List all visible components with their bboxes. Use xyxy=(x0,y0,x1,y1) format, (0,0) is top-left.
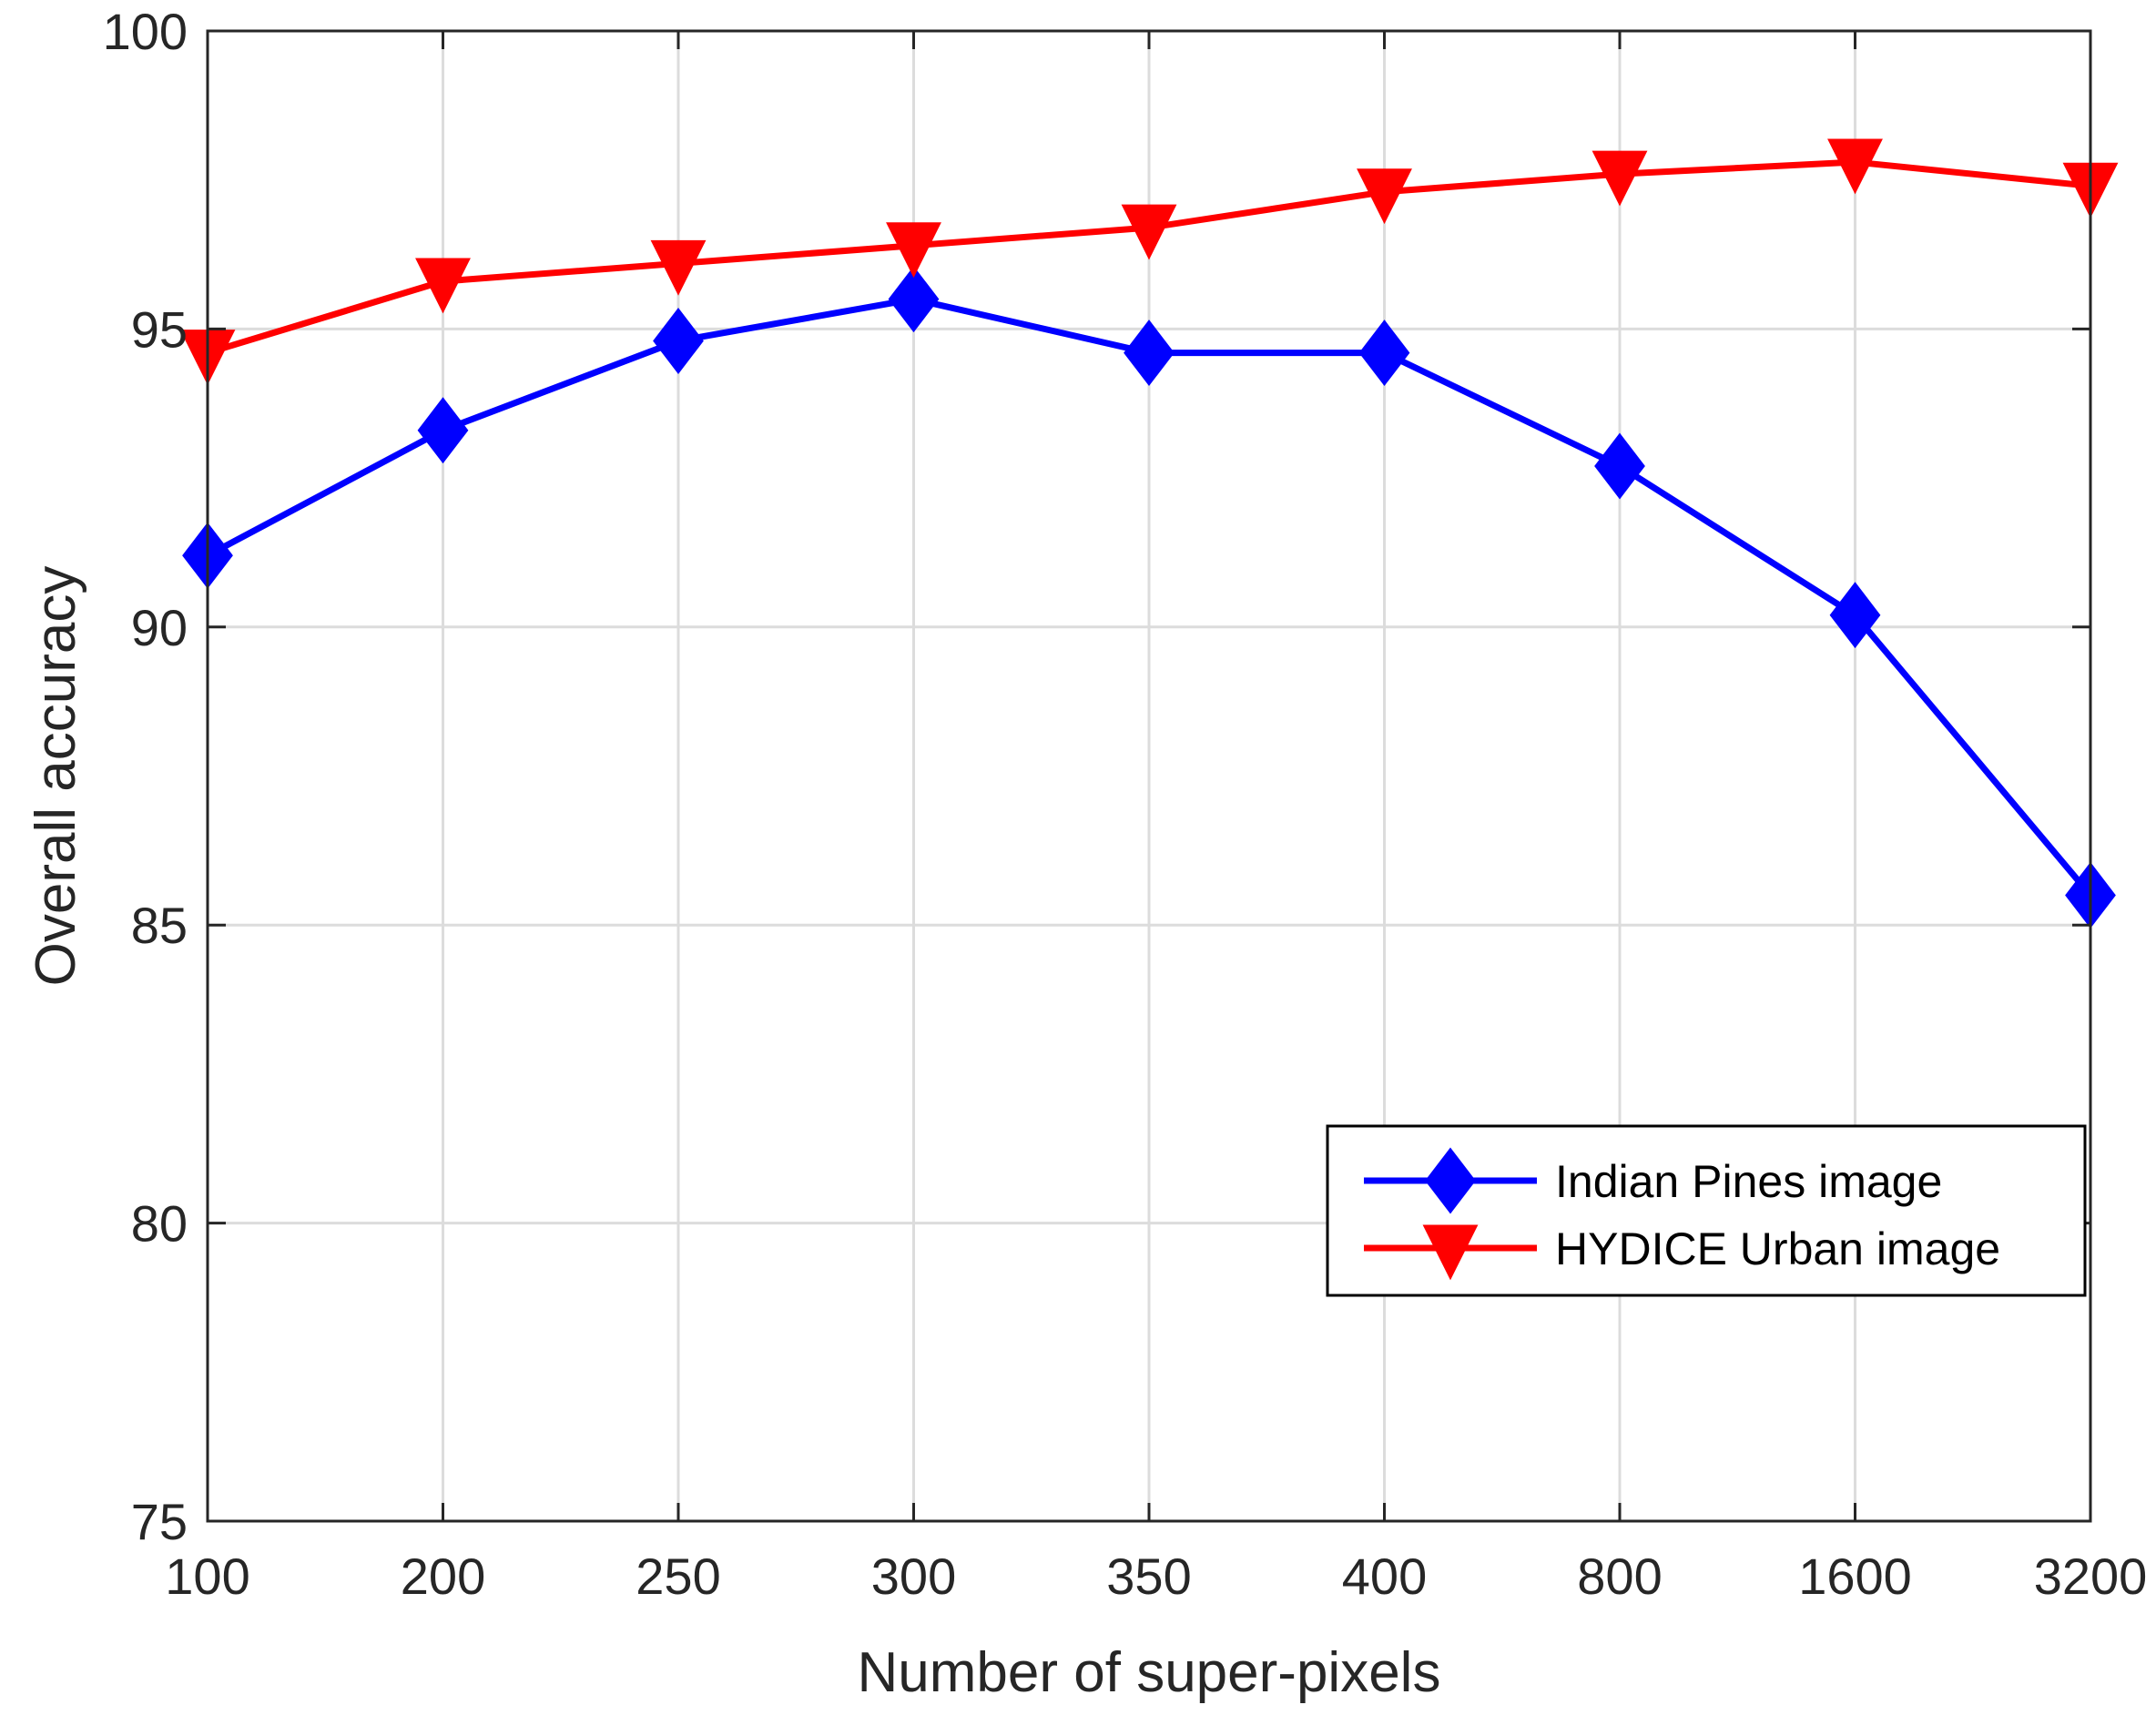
data-point xyxy=(1594,432,1645,500)
legend-entries: Indian Pines image HYDICE Urban image xyxy=(1364,1147,2000,1281)
series-2 xyxy=(179,138,2119,385)
x-tick-label: 300 xyxy=(871,1548,956,1605)
y-tick-label: 90 xyxy=(131,599,188,656)
data-point xyxy=(888,266,940,333)
data-point xyxy=(653,308,704,374)
x-tick-label: 200 xyxy=(401,1548,485,1605)
data-point xyxy=(1592,150,1648,207)
x-tick-label: 1600 xyxy=(1798,1548,1912,1605)
x-tick-label: 800 xyxy=(1577,1548,1662,1605)
legend-entry: HYDICE Urban image xyxy=(1364,1223,2000,1281)
data-point xyxy=(1358,320,1410,387)
x-tick-label: 350 xyxy=(1106,1548,1191,1605)
data-point xyxy=(886,222,941,279)
data-point xyxy=(1121,204,1177,260)
y-tick-label: 75 xyxy=(131,1493,188,1550)
x-axis-label: Number of super-pixels xyxy=(858,1641,1441,1704)
data-point xyxy=(650,239,707,296)
legend: Indian Pines image HYDICE Urban image xyxy=(1326,1124,2087,1297)
legend-marker xyxy=(1422,1224,1479,1281)
y-tick-label: 95 xyxy=(131,300,188,358)
x-tick-labels: 100 200 250 300 350 400 800 1600 3200 xyxy=(165,1548,2147,1605)
data-point xyxy=(1357,168,1412,225)
data-point xyxy=(417,397,469,464)
y-axis-label: Overall accuracy xyxy=(25,566,87,987)
y-tick-label: 80 xyxy=(131,1195,188,1253)
y-tick-labels: 75 80 85 90 95 100 xyxy=(103,3,188,1550)
y-tick-label: 85 xyxy=(131,897,188,954)
legend-marker xyxy=(1425,1147,1476,1214)
data-point xyxy=(1124,320,1175,387)
data-point xyxy=(1829,582,1881,649)
series-layer xyxy=(179,138,2119,929)
x-tick-label: 250 xyxy=(636,1548,720,1605)
x-tick-label: 100 xyxy=(165,1548,249,1605)
legend-label: HYDICE Urban image xyxy=(1555,1223,2000,1274)
x-tick-label: 3200 xyxy=(2034,1548,2148,1605)
legend-entry: Indian Pines image xyxy=(1364,1147,1942,1214)
data-point xyxy=(1827,138,1883,195)
y-tick-label: 100 xyxy=(103,3,188,60)
legend-label: Indian Pines image xyxy=(1555,1156,1942,1207)
data-point xyxy=(415,258,471,314)
axis-ticks xyxy=(206,29,2092,1523)
x-tick-label: 400 xyxy=(1342,1548,1427,1605)
